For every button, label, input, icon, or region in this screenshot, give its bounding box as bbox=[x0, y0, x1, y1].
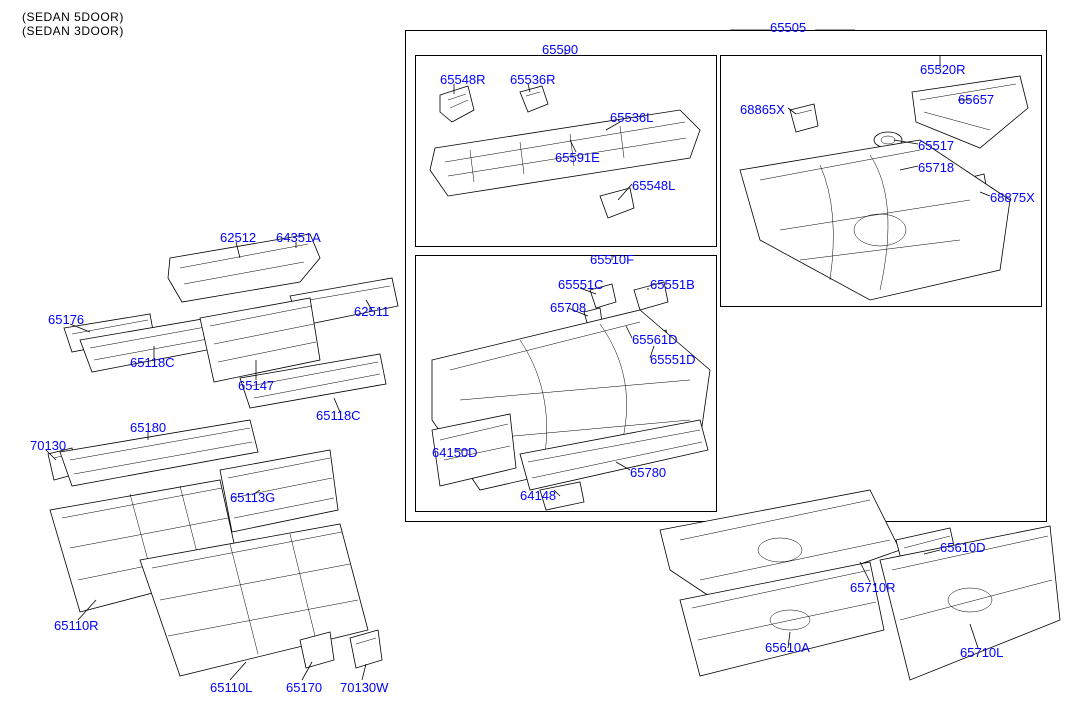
label-65657: 65657 bbox=[958, 92, 994, 107]
label-65510F: 65510F bbox=[590, 252, 634, 267]
label-65551D: 65551D bbox=[650, 352, 696, 367]
label-65180: 65180 bbox=[130, 420, 166, 435]
label-65147: 65147 bbox=[238, 378, 274, 393]
label-70130W: 70130W bbox=[340, 680, 388, 695]
label-70130: 70130 bbox=[30, 438, 66, 453]
label-65548L: 65548L bbox=[632, 178, 675, 193]
part-65548L bbox=[600, 188, 634, 218]
label-68875X: 68875X bbox=[990, 190, 1035, 205]
label-65780: 65780 bbox=[630, 465, 666, 480]
label-65561D: 65561D bbox=[632, 332, 678, 347]
label-62511: 62511 bbox=[354, 304, 389, 319]
label-65710R: 65710R bbox=[850, 580, 896, 595]
part-65536R bbox=[520, 86, 548, 112]
label-65590: 65590 bbox=[542, 42, 578, 57]
label-64148: 64148 bbox=[520, 488, 556, 503]
label-65113G: 65113G bbox=[230, 490, 275, 505]
label-65176: 65176 bbox=[48, 312, 84, 327]
label-65548R: 65548R bbox=[440, 72, 486, 87]
label-65118C-b: 65118C bbox=[316, 408, 361, 423]
diagram-canvas: (SEDAN 5DOOR) (SEDAN 3DOOR) bbox=[0, 0, 1070, 727]
label-65551C: 65551C bbox=[558, 277, 604, 292]
label-65118C-a: 65118C bbox=[130, 355, 175, 370]
label-65610A: 65610A bbox=[765, 640, 810, 655]
label-65110L: 65110L bbox=[210, 680, 252, 695]
label-65591E: 65591E bbox=[555, 150, 600, 165]
label-65520R: 65520R bbox=[920, 62, 966, 77]
label-65517: 65517 bbox=[918, 138, 954, 153]
label-65110R: 65110R bbox=[54, 618, 99, 633]
label-62512: 62512 bbox=[220, 230, 256, 245]
part-65548R bbox=[440, 86, 474, 122]
label-64351A: 64351A bbox=[276, 230, 321, 245]
label-65610D: 65610D bbox=[940, 540, 986, 555]
label-64150D: 64150D bbox=[432, 445, 478, 460]
part-68865X bbox=[790, 104, 818, 132]
label-68865X: 68865X bbox=[740, 102, 785, 117]
label-65718: 65718 bbox=[918, 160, 954, 175]
label-65536L: 65536L bbox=[610, 110, 653, 125]
label-65551B: 65551B bbox=[650, 277, 695, 292]
label-65505: 65505 bbox=[770, 20, 806, 35]
label-65708: 65708 bbox=[550, 300, 586, 315]
label-65536R: 65536R bbox=[510, 72, 556, 87]
label-65710L: 65710L bbox=[960, 645, 1003, 660]
label-65170: 65170 bbox=[286, 680, 322, 695]
part-65718 bbox=[740, 140, 1010, 300]
part-70130W bbox=[350, 630, 382, 668]
